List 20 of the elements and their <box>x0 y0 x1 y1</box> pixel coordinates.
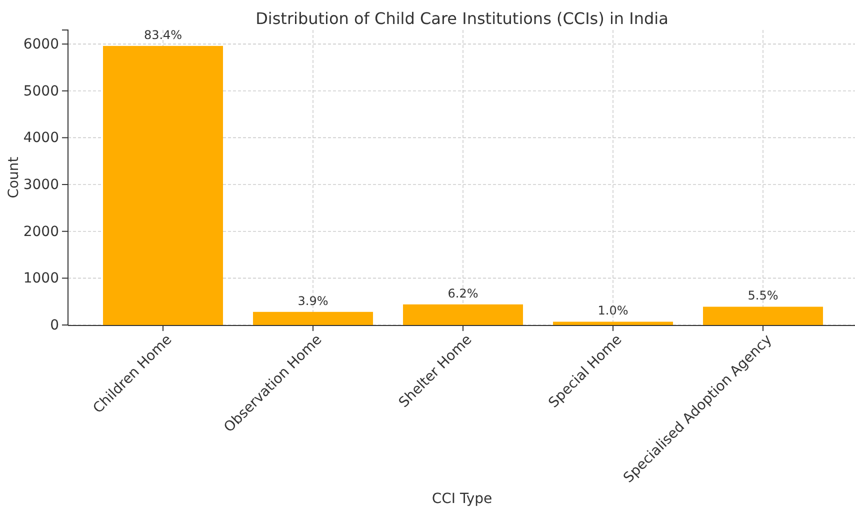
annotation: 5.5% <box>748 288 778 303</box>
y-tick-label: 2000 <box>23 224 59 240</box>
bar <box>103 46 223 325</box>
bar <box>403 304 523 325</box>
y-tick-label: 5000 <box>23 83 59 100</box>
chart-title: Distribution of Child Care Institutions (CCIs) in India <box>256 9 668 28</box>
y-tick-label: 1000 <box>23 270 59 287</box>
annotation: 6.2% <box>448 286 478 300</box>
y-tick-label: 3000 <box>23 177 59 194</box>
y-tick-label: 6000 <box>23 36 59 53</box>
x-axis-title: CCI Type <box>432 491 492 507</box>
y-axis-title: Count <box>6 156 22 198</box>
annotation: 1.0% <box>598 304 628 318</box>
y-tick-label: 0 <box>50 317 59 334</box>
y-tick-label: 4000 <box>23 130 59 146</box>
annotation: 83.4% <box>144 28 182 42</box>
bar <box>703 306 823 325</box>
bar <box>253 312 373 325</box>
annotation: 3.9% <box>298 294 328 308</box>
bar <box>553 322 673 325</box>
